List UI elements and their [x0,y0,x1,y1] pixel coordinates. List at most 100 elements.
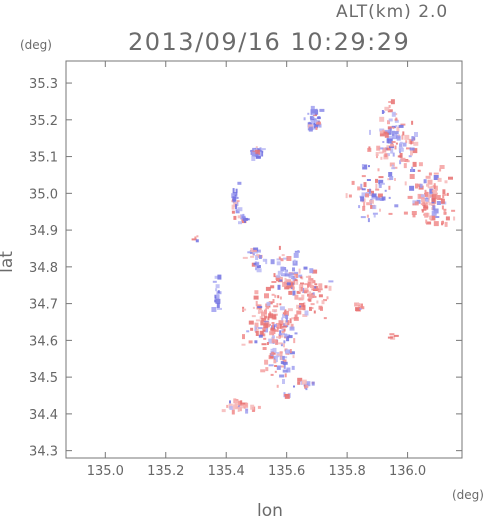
data-point [196,235,199,238]
data-point [360,216,366,219]
data-point [388,101,392,103]
data-point [274,355,279,358]
data-point [363,201,366,207]
data-point [405,140,408,144]
data-point [435,216,440,218]
data-point [382,147,387,153]
data-point [402,131,405,136]
data-point [413,136,416,141]
data-point [309,285,314,289]
data-point [266,301,271,306]
data-point [307,124,313,129]
data-point [279,296,282,300]
data-point [231,210,235,214]
data-point [284,393,290,399]
data-point [409,147,415,151]
data-point [319,108,325,112]
data-point [286,256,292,261]
data-point [394,119,399,123]
data-point [309,268,314,274]
data-point [397,155,401,158]
data-point [433,175,439,180]
data-point [388,146,394,149]
data-point [324,285,328,289]
x-tick-label: 135.6 [268,464,305,479]
data-point [282,281,287,287]
data-point [396,135,401,141]
data-point [310,109,316,115]
data-point [255,267,258,271]
data-point [308,126,313,132]
data-point [387,120,390,125]
data-point [235,209,240,214]
data-point [418,162,423,167]
data-point [277,270,283,275]
data-point [417,183,422,187]
data-point [451,209,456,212]
data-point [317,290,321,293]
data-point [453,216,456,221]
data-point [253,247,259,252]
data-point [276,365,281,370]
data-point [443,209,446,214]
data-point [361,175,366,178]
data-point [291,282,294,288]
data-point [297,381,301,385]
data-point [303,289,309,293]
data-point [302,287,305,293]
data-point [250,255,255,258]
data-point [409,185,415,191]
data-point [283,310,289,316]
data-point [237,207,243,212]
data-point [434,185,438,191]
data-point [421,208,427,211]
data-point [279,355,285,360]
data-point [284,333,288,338]
data-point [431,202,436,207]
data-point [399,141,403,144]
data-point [273,359,277,364]
data-point [296,274,298,279]
data-point [386,138,389,144]
data-point [308,294,313,300]
y-tick-label: 34.6 [29,334,58,349]
data-point [244,220,246,223]
data-point [298,306,304,310]
data-point [425,198,429,202]
data-point [381,196,386,201]
data-point [388,118,393,122]
data-point [318,123,322,128]
data-point [285,318,288,323]
data-point [232,188,235,194]
data-point [243,402,249,408]
data-point [275,357,278,363]
data-point [276,336,280,339]
data-point [441,220,444,223]
x-unit-label: (deg) [452,488,484,502]
data-point [304,287,309,290]
data-point [248,340,253,344]
data-point [278,256,281,260]
y-tick-label: 34.4 [29,408,58,423]
data-point [312,117,315,120]
data-point [254,290,259,295]
data-point [215,284,220,289]
data-point [272,347,277,353]
data-point [260,148,266,151]
x-tick-label: 135.8 [329,464,366,479]
data-point [191,238,197,241]
data-point [279,279,283,282]
data-point [361,164,364,167]
data-point [280,258,284,262]
data-point [252,306,255,309]
data-point [311,307,314,310]
data-point [279,351,283,354]
data-point [389,333,395,336]
data-point [274,370,277,373]
data-point [293,316,299,321]
data-point [241,216,245,219]
data-point [279,306,285,311]
y-axis-label: lat [0,251,17,273]
data-point [379,128,385,132]
y-tick-label: 34.9 [29,224,58,239]
